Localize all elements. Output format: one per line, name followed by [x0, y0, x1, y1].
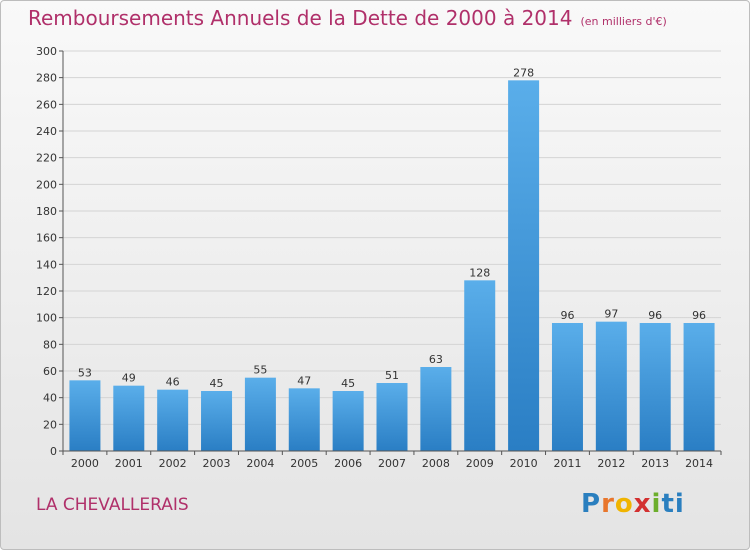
x-tick-label: 2008: [422, 457, 450, 470]
data-label: 53: [78, 366, 92, 379]
data-label: 46: [166, 376, 180, 389]
y-tick-label: 120: [36, 285, 57, 298]
data-label: 97: [604, 308, 618, 321]
bar-2009: [464, 280, 496, 451]
chart-title: Remboursements Annuels de la Dette de 20…: [28, 6, 667, 30]
bar-2014: [683, 323, 715, 451]
x-tick-label: 2012: [597, 457, 625, 470]
bar-2012: [595, 321, 627, 451]
x-tick-label: 2010: [510, 457, 538, 470]
y-tick-label: 100: [36, 312, 57, 325]
data-label: 96: [692, 309, 706, 322]
y-tick-label: 180: [36, 205, 57, 218]
y-tick-label: 260: [36, 98, 57, 111]
bar-2008: [420, 367, 452, 451]
x-tick-label: 2004: [246, 457, 274, 470]
y-tick-label: 40: [43, 392, 57, 405]
title-text: Remboursements Annuels de la Dette de 20…: [28, 6, 573, 30]
data-label: 55: [253, 364, 267, 377]
bar-2001: [113, 385, 145, 451]
bar-2006: [332, 391, 364, 451]
bar-2011: [551, 323, 583, 451]
y-tick-label: 280: [36, 72, 57, 85]
x-tick-label: 2013: [641, 457, 669, 470]
bar-2005: [288, 388, 320, 451]
bar-2013: [639, 323, 671, 451]
x-tick-label: 2002: [159, 457, 187, 470]
x-tick-label: 2009: [466, 457, 494, 470]
data-label: 49: [122, 372, 136, 385]
data-label: 128: [469, 266, 490, 279]
y-tick-label: 300: [36, 45, 57, 58]
commune-name: LA CHEVALLERAIS: [36, 495, 189, 515]
bar-2003: [201, 391, 233, 451]
x-tick-label: 2006: [334, 457, 362, 470]
x-tick-label: 2000: [71, 457, 99, 470]
y-tick-label: 80: [43, 338, 57, 351]
data-label: 63: [429, 353, 443, 366]
x-tick-label: 2005: [290, 457, 318, 470]
bar-2000: [69, 380, 101, 451]
x-tick-label: 2011: [553, 457, 581, 470]
y-tick-label: 200: [36, 178, 57, 191]
bar-2007: [376, 383, 408, 451]
bars: 53 49 46 45 55 47 45 51 63 128 278 96 97 96 96: [69, 66, 715, 451]
bar-2010: [508, 80, 540, 451]
bar-2004: [244, 377, 276, 451]
y-tick-label: 0: [50, 445, 57, 458]
y-axis: 0 20 40 60 80 100 120 140 160 180 200 220 240 260 280 3…: [36, 45, 64, 458]
x-tick-label: 2003: [203, 457, 231, 470]
x-axis: 2000 2001 2002 2003 2004 2005 2006 2007 2008 2009…: [62, 450, 722, 470]
x-tick-label: 2014: [685, 457, 713, 470]
data-label: 278: [513, 66, 534, 79]
y-tick-label: 20: [43, 418, 57, 431]
y-tick-label: 240: [36, 125, 57, 138]
data-label: 96: [648, 309, 662, 322]
y-tick-label: 160: [36, 232, 57, 245]
data-label: 47: [297, 374, 311, 387]
x-tick-label: 2001: [115, 457, 143, 470]
unit-subtitle: (en milliers d'€): [580, 15, 667, 28]
y-tick-label: 140: [36, 258, 57, 271]
data-label: 51: [385, 369, 399, 382]
bar-2002: [157, 389, 189, 451]
data-label: 45: [341, 377, 355, 390]
y-tick-label: 220: [36, 152, 57, 165]
proxiti-logo[interactable]: Proxiti: [581, 489, 685, 519]
y-tick-label: 60: [43, 365, 57, 378]
data-label: 96: [560, 309, 574, 322]
data-label: 45: [210, 377, 224, 390]
x-tick-label: 2007: [378, 457, 406, 470]
